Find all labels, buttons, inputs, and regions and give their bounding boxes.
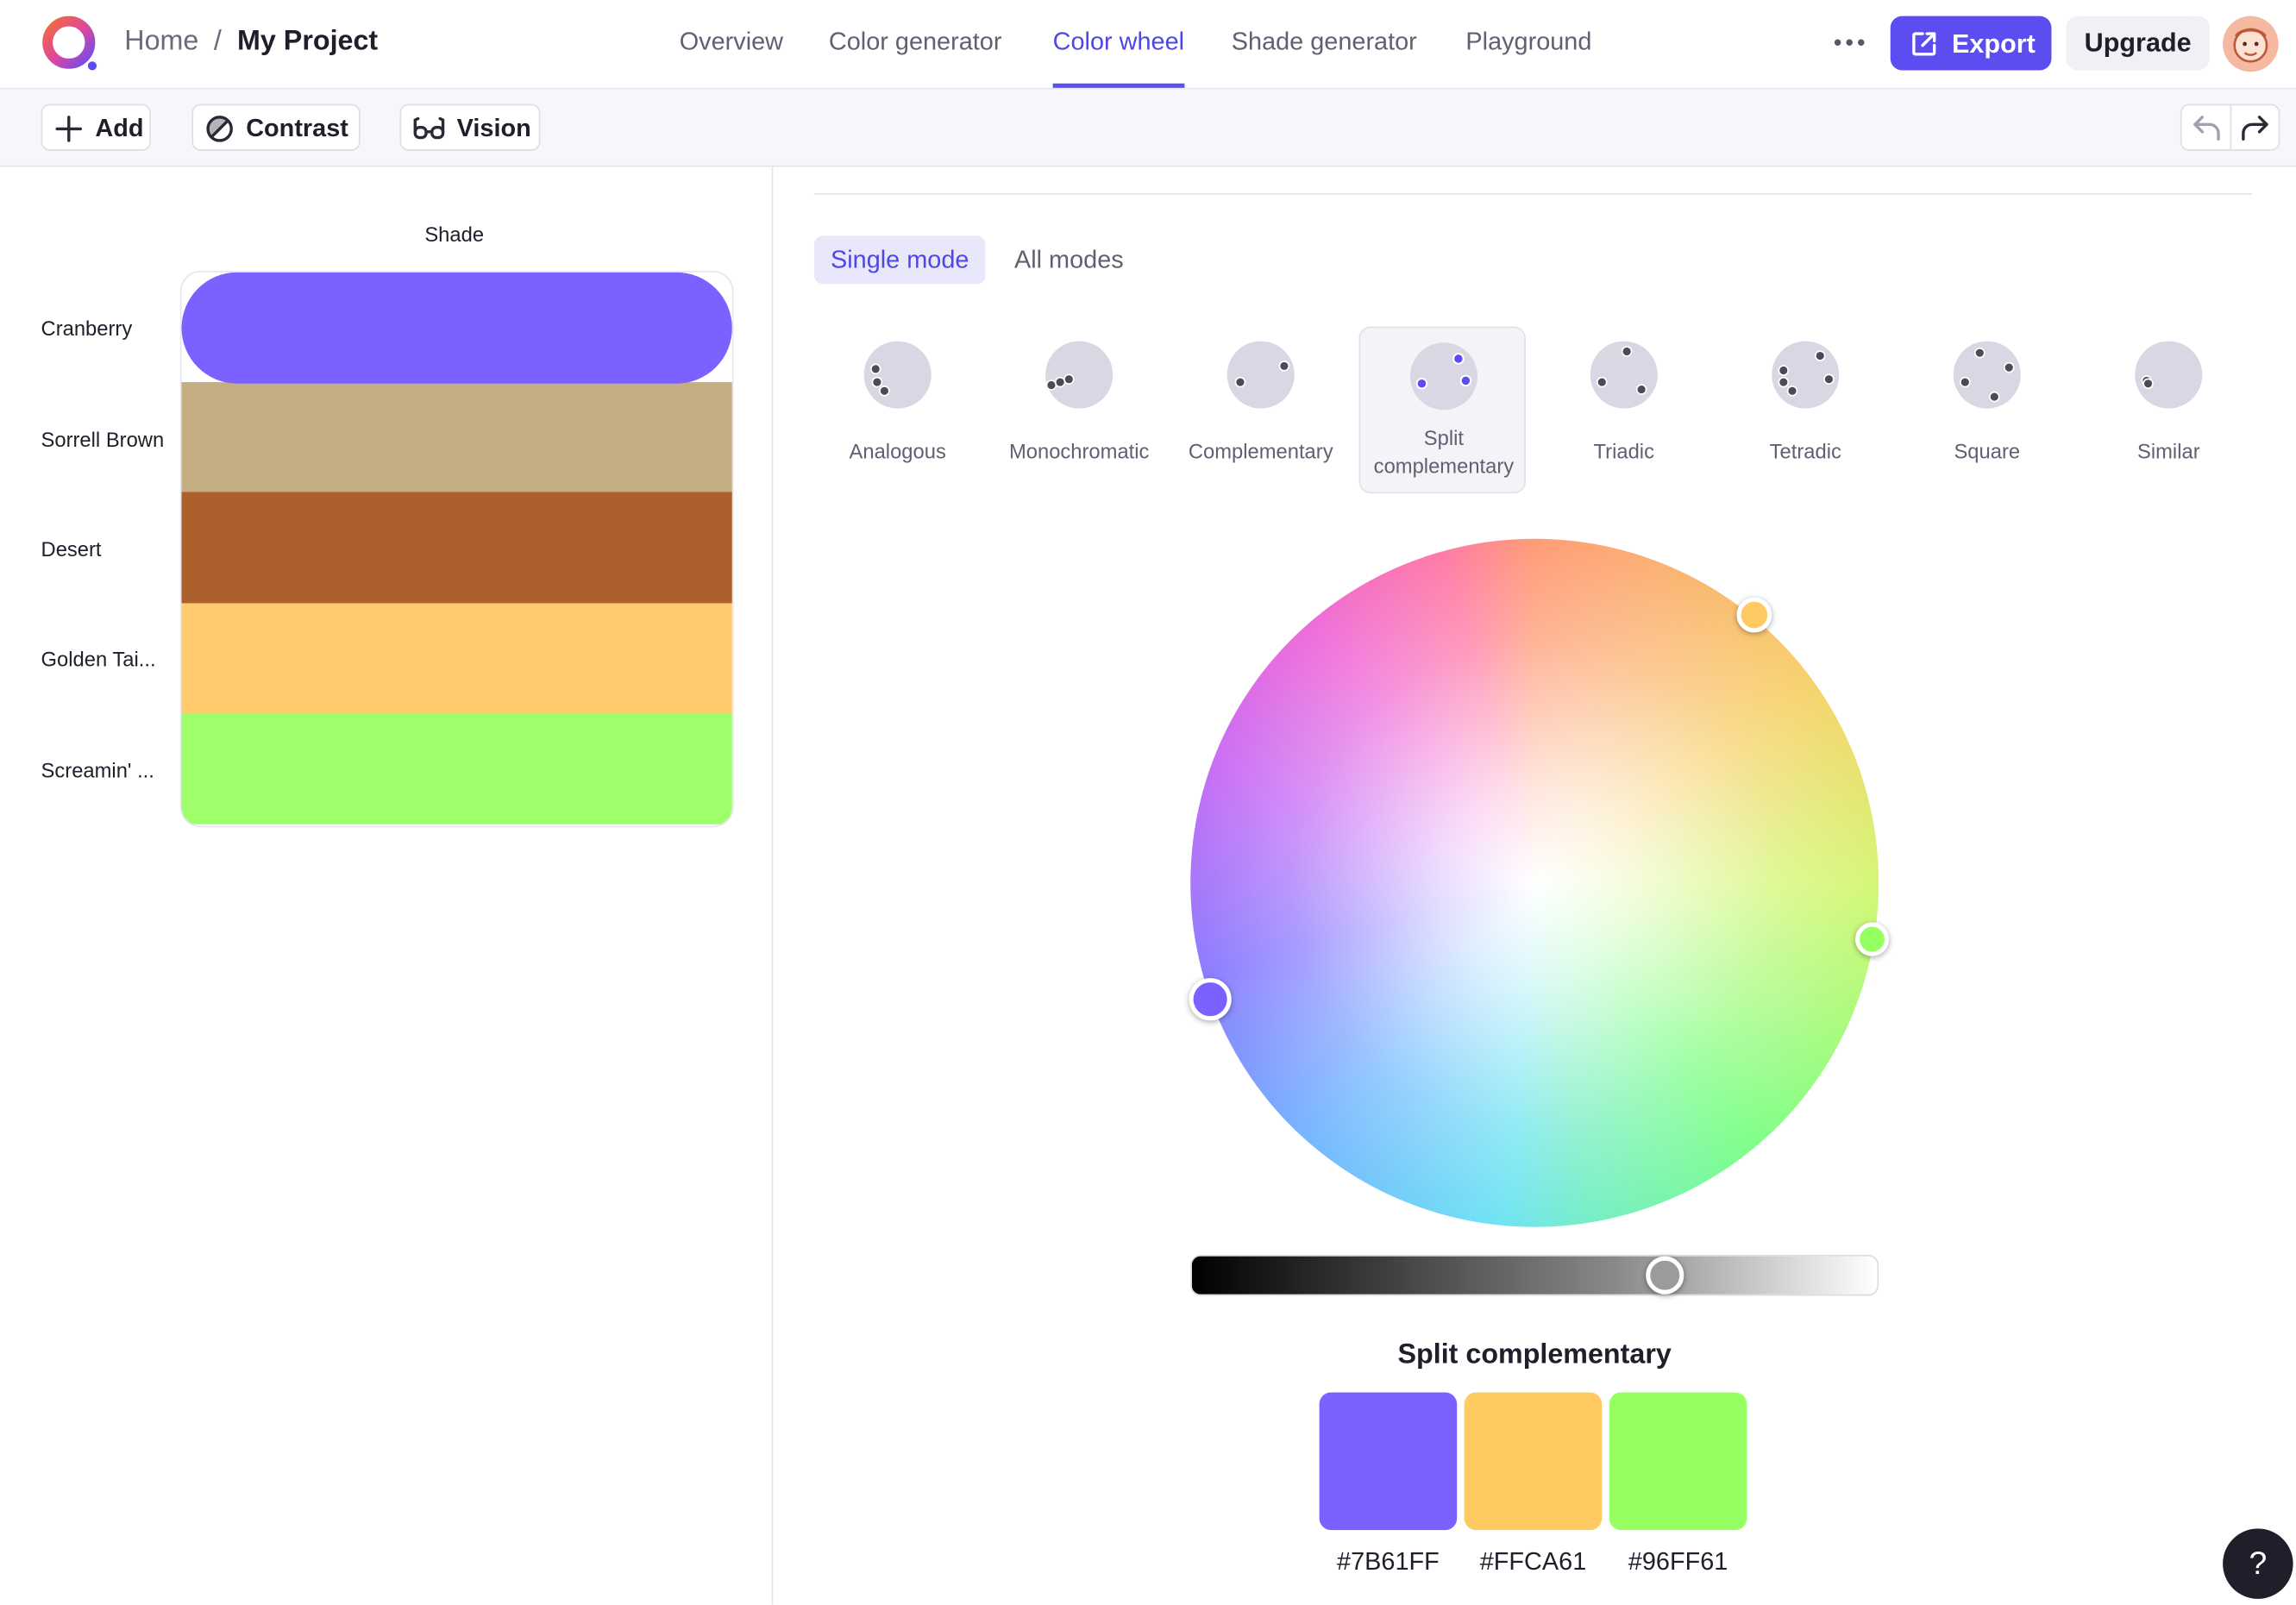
more-horizontal-icon[interactable]: [1832, 25, 1867, 60]
color-name-1[interactable]: Cranberry: [41, 316, 133, 340]
tetradic-icon: [1772, 341, 1840, 409]
color-wheel[interactable]: [1190, 538, 1879, 1227]
harmony-label: Complementary: [1188, 439, 1333, 463]
help-button[interactable]: ?: [2223, 1528, 2293, 1599]
result-swatch-2[interactable]: [1464, 1392, 1603, 1531]
split-complementary-icon: [1409, 342, 1477, 411]
color-name-4[interactable]: Golden Tai...: [41, 647, 156, 671]
toolbar: Add Contrast Vision: [0, 89, 2296, 167]
wheel-handle-base[interactable]: [1189, 978, 1232, 1021]
wheel-handle-2[interactable]: [1736, 597, 1772, 633]
upgrade-button[interactable]: Upgrade: [2066, 16, 2210, 71]
breadcrumb-home[interactable]: Home: [124, 26, 199, 58]
harmony-tetradic[interactable]: Tetradic: [1722, 327, 1890, 494]
export-button[interactable]: Export: [1890, 16, 2052, 71]
color-name-2[interactable]: Sorrell Brown: [41, 427, 165, 451]
harmony-analogous[interactable]: Analogous: [814, 327, 982, 494]
vision-label: Vision: [456, 114, 531, 142]
add-button[interactable]: Add: [41, 103, 151, 151]
redo-icon[interactable]: [2237, 111, 2273, 147]
divider: [813, 193, 2253, 195]
harmony-label-line1: Split: [1423, 426, 1465, 450]
harmony-square[interactable]: Square: [1904, 327, 2071, 494]
shade-swatch-stack: [179, 271, 734, 828]
harmony-complementary[interactable]: Complementary: [1177, 327, 1345, 494]
result-hex-2[interactable]: #FFCA61: [1479, 1547, 1587, 1576]
harmony-label: Similar: [2136, 439, 2200, 463]
export-label: Export: [1952, 28, 2036, 59]
harmony-label: Monochromatic: [1008, 439, 1150, 463]
shade-swatch-4[interactable]: [181, 603, 732, 715]
breadcrumb-project[interactable]: My Project: [237, 26, 379, 58]
triadic-icon: [1590, 341, 1658, 409]
analogous-icon: [863, 341, 932, 409]
harmony-label: Square: [1954, 439, 2021, 463]
nav-shade-generator[interactable]: Shade generator: [1231, 28, 1417, 56]
nav-color-wheel[interactable]: Color wheel: [1052, 0, 1185, 88]
shade-column-header: Shade: [424, 223, 485, 247]
harmony-monochromatic[interactable]: Monochromatic: [995, 327, 1163, 494]
harmony-label-line2: complementary: [1373, 454, 1515, 478]
harmony-similar[interactable]: Similar: [2086, 327, 2253, 494]
nav-overview[interactable]: Overview: [679, 28, 784, 56]
plus-icon: [55, 116, 83, 142]
result-swatch-1[interactable]: [1319, 1392, 1458, 1531]
shade-swatch-2[interactable]: [181, 382, 732, 494]
harmony-split-complementary[interactable]: Split complementary: [1358, 326, 1527, 494]
color-name-3[interactable]: Desert: [41, 537, 102, 561]
similar-icon: [2135, 341, 2203, 409]
add-label: Add: [95, 114, 144, 142]
harmony-result-title: Split complementary: [1397, 1339, 1672, 1371]
harmony-label: Analogous: [849, 439, 946, 463]
undo-icon[interactable]: [2189, 111, 2224, 147]
wheel-handle-3[interactable]: [1854, 922, 1890, 956]
shade-swatch-5[interactable]: [181, 712, 732, 824]
complementary-icon: [1226, 341, 1295, 409]
harmony-label: Tetradic: [1769, 439, 1841, 463]
color-wheel-saturation: [1190, 538, 1879, 1227]
tab-all-modes[interactable]: All modes: [1013, 246, 1124, 274]
breadcrumb-separator: /: [213, 26, 222, 58]
color-wheel-panel: Single mode All modes Analogous Monochro…: [773, 167, 2296, 1605]
result-hex-3[interactable]: #96FF61: [1628, 1547, 1728, 1576]
nav-playground[interactable]: Playground: [1465, 28, 1592, 56]
color-name-5[interactable]: Screamin' ...: [41, 758, 154, 782]
contrast-label: Contrast: [246, 114, 348, 142]
brightness-slider[interactable]: [1190, 1254, 1879, 1296]
palette-panel: Shade Cranberry Sorrell Brown Desert Gol…: [0, 166, 774, 1605]
nav-color-generator[interactable]: Color generator: [828, 28, 1002, 56]
square-icon: [1953, 341, 2021, 409]
tab-single-mode[interactable]: Single mode: [813, 235, 986, 285]
monochromatic-icon: [1045, 341, 1113, 409]
result-hex-1[interactable]: #7B61FF: [1337, 1547, 1440, 1576]
result-swatch-3[interactable]: [1609, 1392, 1747, 1531]
harmony-triadic[interactable]: Triadic: [1540, 327, 1708, 494]
brightness-slider-thumb[interactable]: [1646, 1256, 1684, 1295]
export-icon: [1912, 32, 1936, 56]
shade-swatch-1-selected[interactable]: [181, 272, 732, 384]
avatar[interactable]: [2223, 16, 2279, 72]
glasses-icon: [413, 116, 445, 140]
app-logo-icon[interactable]: [41, 15, 100, 73]
avatar-illustration-icon: [2223, 16, 2279, 72]
shade-swatch-3[interactable]: [181, 492, 732, 604]
contrast-icon: [206, 116, 233, 142]
undo-redo-divider: [2230, 105, 2232, 150]
top-header: Home / My Project Overview Color generat…: [0, 0, 2296, 90]
harmony-label: Triadic: [1593, 439, 1654, 463]
vision-button[interactable]: Vision: [399, 103, 541, 151]
contrast-button[interactable]: Contrast: [191, 103, 361, 151]
undo-redo-group: [2180, 103, 2280, 151]
